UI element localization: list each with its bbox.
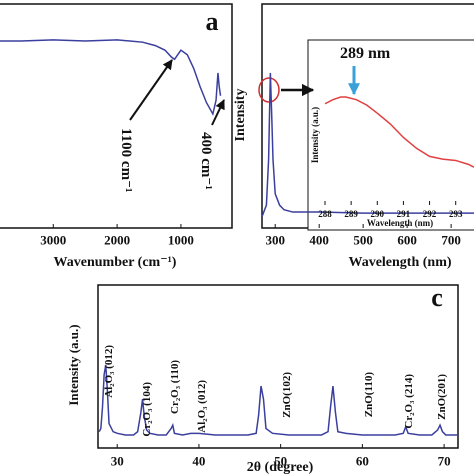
data-line [98,364,458,436]
panel-a-frame [0,3,233,229]
panel-c-frame [97,284,459,449]
x-tick-label: 700 [441,233,461,248]
x-tick-label: 288 [318,209,332,219]
panel-label: c [431,283,443,312]
x-tick-label: 50 [274,454,287,469]
annotation: ZnO(102) [281,372,293,418]
highlight-circle [258,77,280,103]
annotation: Cr₂O₃ (110) [169,360,181,414]
x-tick-label: 3000 [40,233,66,248]
y-axis-label: Intensity (a.u.) [310,107,320,163]
x-tick-label: 300 [265,233,285,248]
x-tick-label: 70 [438,454,451,469]
annotation: ZnO(201) [436,374,448,420]
arrow [129,59,173,121]
annotation: ZnO(110) [363,372,375,418]
x-tick-label: 289 [344,209,358,219]
x-tick-label: 1000 [168,233,194,248]
panel-label: a [206,7,219,36]
x-tick-label: 292 [423,209,437,219]
x-tick-label: 500 [353,233,373,248]
annotation: 1100 cm⁻¹ [118,128,134,193]
arrow [211,99,225,126]
y-axis-label: Intensity (a.u.) [66,324,81,405]
x-axis-label: Wavelength (nm) [367,218,433,228]
x-tick-label: 400 [309,233,329,248]
x-tick-label: 60 [356,454,369,469]
x-tick-label: 600 [397,233,417,248]
x-axis-label: Wavelength (nm) [348,255,451,270]
x-axis-label: 2θ (degree) [247,460,314,474]
x-tick-label: 293 [449,209,463,219]
x-axis-label: Wavenumber (cm⁻¹) [54,255,177,270]
annotation: Cr₂O₃ (104) [141,382,153,437]
annotation: 289 nm [340,45,391,62]
data-line [261,72,474,217]
x-tick-label: 290 [371,209,385,219]
inset-frame [307,39,474,231]
data-line [0,39,222,117]
x-tick-label: 30 [111,454,124,469]
annotation: Cr₂O₃ (214) [403,374,415,429]
data-line [324,96,474,168]
y-axis-label: Intensity [233,89,248,142]
x-tick-label: 2000 [104,233,130,248]
annotation: 400 cm⁻¹ [198,132,214,190]
annotation: Al₂O₃ (012) [196,380,208,433]
x-tick-label: 291 [397,209,411,219]
annotation: Al₂O₃ (012) [103,345,115,398]
x-tick-label: 40 [192,454,205,469]
